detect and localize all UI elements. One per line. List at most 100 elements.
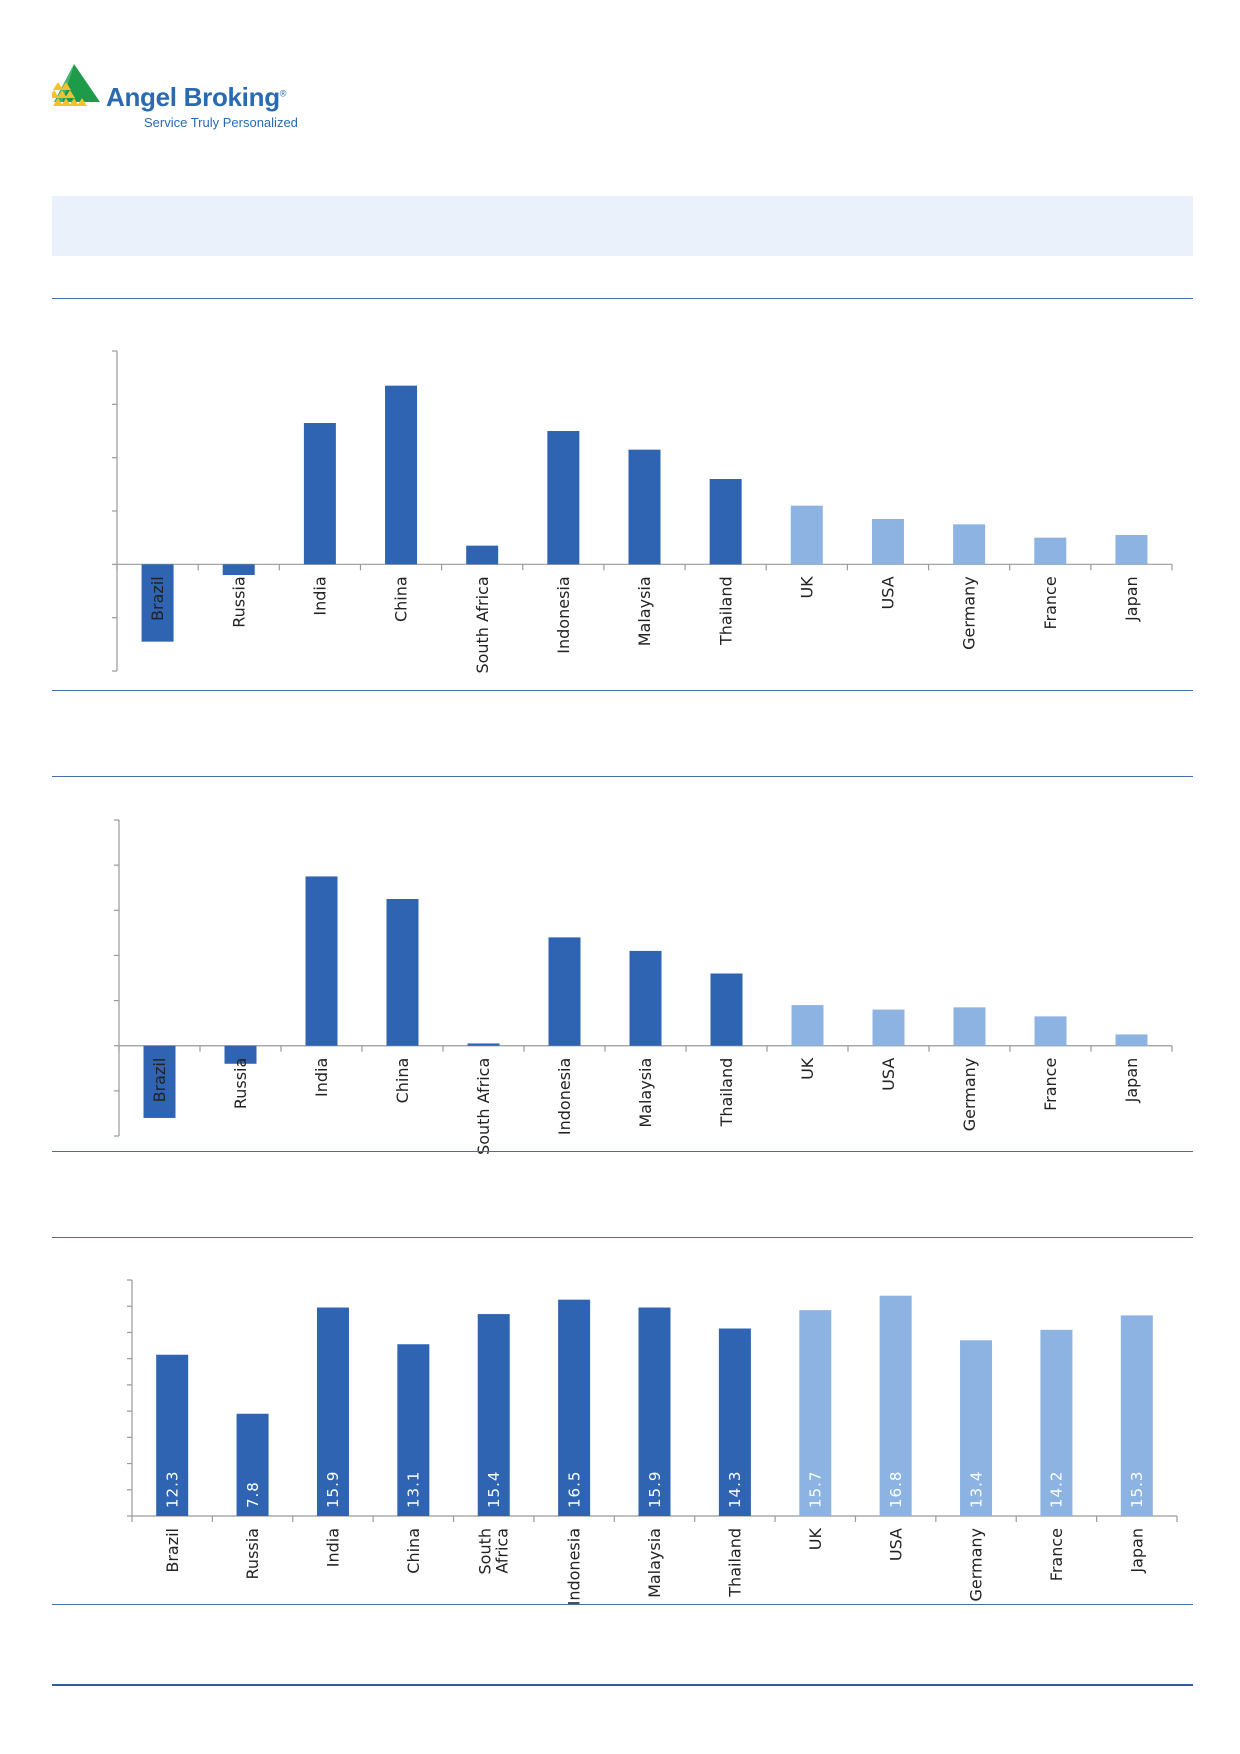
x-tick-label: Russia	[229, 576, 248, 627]
x-tick-label: Indonesia	[554, 576, 573, 653]
x-tick-label: Russia	[231, 1058, 250, 1109]
bar-brazil	[156, 1354, 189, 1516]
bar-indonesia	[547, 431, 580, 565]
x-tick-label: China	[393, 1058, 412, 1104]
x-tick-label: Brazil	[148, 576, 167, 621]
bar-thailand	[709, 479, 742, 565]
bar-south-africa	[466, 545, 499, 565]
data-label: 15.9	[324, 1471, 342, 1508]
x-tick-label: Thailand	[717, 1058, 736, 1128]
x-tick-label: UK	[806, 1527, 825, 1550]
x-tick-label: Japan	[1127, 1528, 1146, 1574]
bar-india	[316, 1307, 349, 1516]
chart-1: Brazil Russia India China South Africa Indone…	[52, 336, 1193, 686]
x-tick-label-line: South	[476, 1528, 495, 1575]
chart-1-svg: Brazil Russia India China South Africa Indone…	[112, 350, 1173, 674]
section-rule	[52, 776, 1193, 777]
x-tick-label: France	[1047, 1528, 1066, 1581]
bar-russia	[222, 564, 255, 575]
bar-usa	[879, 1295, 912, 1516]
bar-india	[305, 876, 338, 1046]
x-tick-label: Malaysia	[636, 1058, 655, 1128]
bar-uk	[790, 505, 823, 565]
bar-indonesia	[558, 1299, 591, 1516]
chart-3: Brazil 12.3 Russia 7.8 India 15.9 China 13.1 Sou…	[52, 1268, 1193, 1608]
data-label: 15.3	[1128, 1471, 1146, 1508]
bar-japan	[1115, 1034, 1148, 1046]
data-label: 16.5	[565, 1471, 583, 1508]
x-tick-label: USA	[879, 576, 898, 609]
x-tick-label: USA	[879, 1058, 898, 1091]
x-tick-label: Malaysia	[635, 576, 654, 646]
x-tick-label: Brazil	[150, 1058, 169, 1103]
x-tick-label: France	[1041, 1058, 1060, 1111]
x-tick-label: UK	[797, 576, 816, 599]
section-rule	[52, 1604, 1193, 1605]
footer-rule	[52, 1684, 1193, 1686]
data-label: 12.3	[163, 1471, 181, 1508]
section-rule	[52, 1151, 1193, 1152]
brand-logo: Angel Broking® Service Truly Personalize…	[52, 62, 312, 132]
bar-china	[397, 1344, 430, 1516]
x-tick-label: Germany	[967, 1528, 986, 1602]
x-tick-label: Russia	[243, 1528, 262, 1579]
bar-japan	[1115, 535, 1148, 565]
bar-india	[303, 423, 336, 565]
bar-malaysia	[638, 1307, 671, 1516]
bar-brazil	[143, 1045, 176, 1118]
x-tick-label: USA	[886, 1528, 905, 1561]
x-tick-label: India	[324, 1528, 343, 1567]
bar-china	[385, 385, 418, 565]
bar-thailand	[710, 973, 743, 1046]
bar-china	[386, 899, 419, 1046]
data-label: 13.1	[405, 1471, 423, 1508]
x-tick-label-line: Africa	[492, 1528, 511, 1574]
section-rule	[52, 1237, 1193, 1238]
bar-brazil	[141, 564, 174, 642]
x-tick-label: Thailand	[716, 576, 735, 646]
section-rule	[52, 690, 1193, 691]
bar-russia	[224, 1045, 257, 1064]
section-rule	[52, 298, 1193, 299]
data-label: 13.4	[967, 1471, 985, 1508]
data-label: 15.7	[807, 1471, 825, 1508]
x-tick-label: Indonesia	[565, 1528, 584, 1605]
chart-2: Brazil Russia India China South Africa Indone…	[52, 808, 1193, 1158]
bar-germany	[960, 1340, 993, 1516]
bar-uk	[791, 1005, 824, 1046]
bar-malaysia	[628, 449, 661, 565]
bar-indonesia	[548, 937, 581, 1046]
x-tick-label: Japan	[1122, 576, 1141, 622]
bar-russia	[236, 1413, 269, 1516]
bar-japan	[1120, 1315, 1153, 1516]
x-tick-label: China	[392, 576, 411, 622]
x-tick-label: UK	[798, 1057, 817, 1080]
bar-south-africa	[477, 1314, 510, 1516]
x-tick-label: Germany	[960, 1058, 979, 1132]
x-tick-label: Brazil	[163, 1528, 182, 1573]
brand-tagline: Service Truly Personalized	[144, 115, 298, 130]
bar-malaysia	[629, 950, 662, 1046]
chart-2-svg: Brazil Russia India China South Africa Indone…	[114, 819, 1173, 1155]
data-label: 15.4	[485, 1471, 503, 1508]
bar-france	[1034, 537, 1067, 565]
data-label: 7.8	[244, 1481, 262, 1508]
bar-south-africa	[467, 1043, 500, 1046]
x-tick-label: SouthAfrica	[476, 1528, 512, 1575]
bar-germany	[953, 1007, 986, 1046]
x-tick-label: Indonesia	[555, 1058, 574, 1135]
x-tick-label: Thailand	[725, 1528, 744, 1598]
x-tick-label: India	[310, 576, 329, 615]
bar-germany	[953, 524, 986, 565]
data-label: 15.9	[646, 1471, 664, 1508]
data-label: 14.2	[1048, 1471, 1066, 1508]
bar-usa	[871, 519, 904, 565]
x-tick-label: India	[312, 1058, 331, 1097]
bar-usa	[872, 1009, 905, 1046]
brand-name: Angel Broking®	[106, 82, 287, 112]
x-tick-label: Malaysia	[645, 1528, 664, 1598]
bar-france	[1034, 1016, 1067, 1046]
data-label: 16.8	[887, 1471, 905, 1508]
bar-thailand	[718, 1328, 751, 1516]
x-tick-label: South Africa	[474, 1058, 493, 1155]
